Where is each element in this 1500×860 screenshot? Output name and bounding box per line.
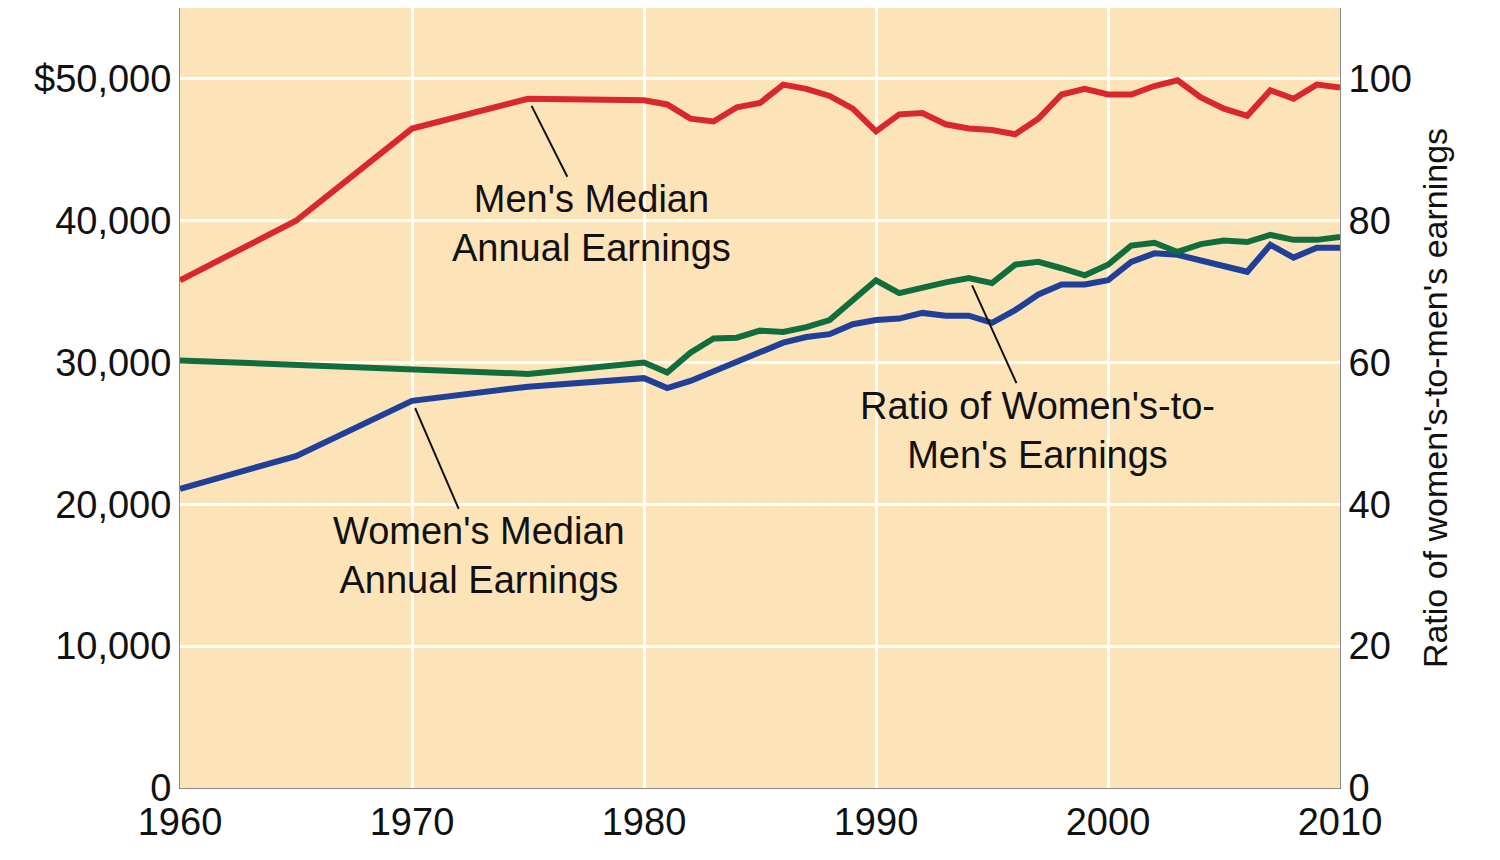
svg-text:60: 60 [1349, 342, 1391, 384]
svg-text:100: 100 [1349, 58, 1412, 100]
svg-text:1980: 1980 [602, 801, 687, 843]
svg-text:80: 80 [1349, 200, 1391, 242]
svg-text:Ratio of Women's-to-Men's Earn: Ratio of Women's-to-Men's Earnings [860, 385, 1215, 476]
svg-text:30,000: 30,000 [55, 342, 171, 384]
svg-text:$50,000: $50,000 [34, 58, 171, 100]
svg-text:20: 20 [1349, 625, 1391, 667]
svg-text:20,000: 20,000 [55, 484, 171, 526]
svg-text:Ratio of women's-to-men's earn: Ratio of women's-to-men's earnings [1416, 128, 1454, 668]
svg-text:Men's MedianAnnual Earnings: Men's MedianAnnual Earnings [452, 178, 731, 269]
svg-text:2000: 2000 [1066, 801, 1151, 843]
svg-text:Women's MedianAnnual Earnings: Women's MedianAnnual Earnings [333, 510, 625, 601]
svg-text:10,000: 10,000 [55, 625, 171, 667]
svg-text:40: 40 [1349, 484, 1391, 526]
svg-text:1990: 1990 [834, 801, 919, 843]
svg-text:1960: 1960 [138, 801, 223, 843]
svg-text:2010: 2010 [1298, 801, 1383, 843]
svg-text:40,000: 40,000 [55, 200, 171, 242]
svg-text:0: 0 [1349, 767, 1370, 809]
svg-text:0: 0 [150, 767, 171, 809]
svg-text:1970: 1970 [370, 801, 455, 843]
